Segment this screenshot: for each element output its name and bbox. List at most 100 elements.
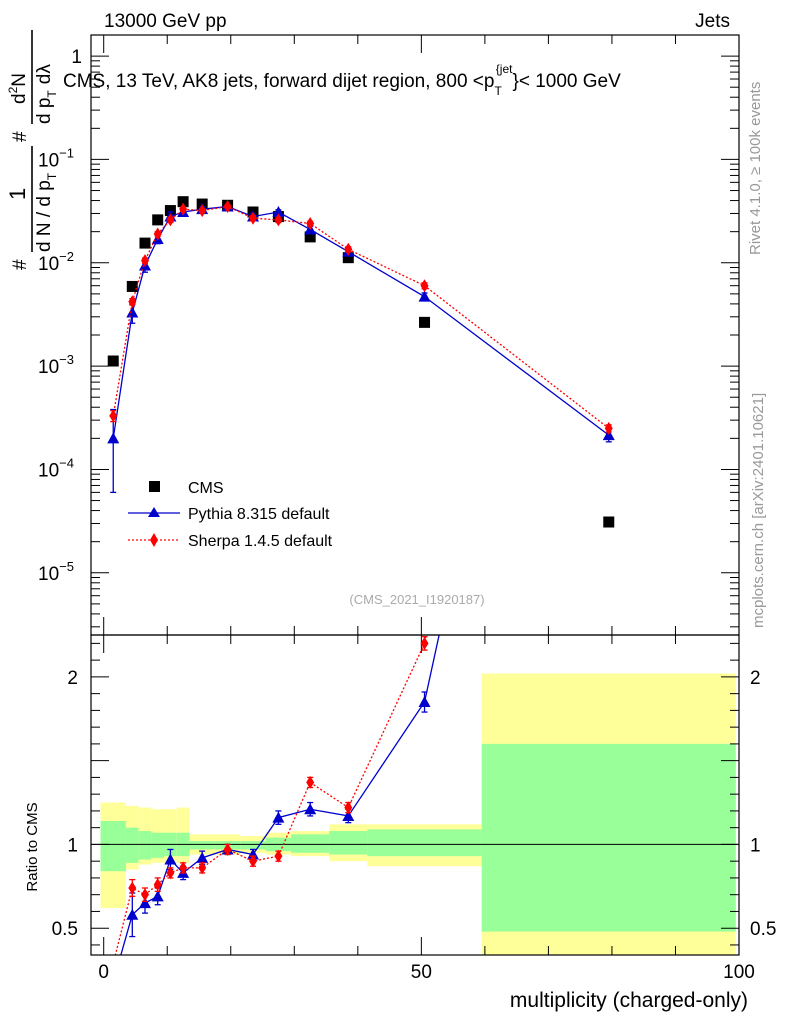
main-ytick-label-3: 10−3 [38, 352, 74, 378]
legend-pythia-marker [148, 507, 160, 517]
chart-title: CMS, 13 TeV, AK8 jets, forward dijet reg… [63, 62, 621, 98]
ratio-ytick-label-left-1: 1 [67, 835, 78, 856]
main-series-2-point-3 [153, 227, 162, 241]
ratio-series-1-point-7 [223, 842, 232, 856]
ylabel-dpT: d p [34, 98, 55, 124]
ratio-series-1-point-11 [344, 801, 353, 815]
main-ytick-label-4: 10−4 [38, 455, 74, 481]
side-label-mcplots: mcplots.cern.ch [arXiv:2401.10621] [750, 393, 767, 628]
chart-title-pre: CMS, 13 TeV, AK8 jets, forward dijet reg… [63, 71, 494, 92]
main-ytick-label-0: 1 [71, 47, 82, 68]
main-series-2-point-10 [306, 216, 315, 230]
ratio-series-1-point-1 [128, 881, 137, 895]
main-ytick-base: 10 [38, 460, 59, 481]
chart-title-post: }< 1000 GeV [512, 71, 621, 92]
ratio-ylabel: Ratio to CMS [24, 802, 41, 891]
main-series-2-point-12 [420, 279, 429, 293]
analysis-id: (CMS_2021_I1920187) [349, 592, 484, 607]
ratio-ytick-label-left-2: 2 [67, 668, 78, 689]
main-ytick-label-1: 10−1 [38, 145, 74, 171]
main-series-0-group [107, 196, 615, 528]
band-green-8 [240, 841, 266, 850]
band-green-6 [189, 841, 215, 850]
ratio-series-0-point-9 [272, 811, 285, 823]
ratio-uncertainty-bands [100, 673, 736, 955]
xtick-label-0: 0 [98, 962, 109, 983]
side-label-rivet: Rivet 4.1.0, ≥ 100k events [747, 82, 764, 255]
ratio-series-1-point-10 [306, 775, 315, 789]
main-series-1-point-0 [107, 432, 120, 444]
main-series-0-point-10 [304, 231, 316, 243]
legend-cms-marker [149, 481, 160, 492]
main-ytick-base: 1 [71, 47, 82, 68]
legend-sherpa-label: Sherpa 1.4.5 default [188, 533, 333, 550]
ratio-series-0-point-6 [196, 851, 209, 863]
main-series-0-point-3 [152, 214, 164, 226]
ylabel-denominator: d N / d pT [34, 172, 59, 252]
chart-title-sub: T [494, 84, 502, 98]
legend: CMS Pythia 8.315 default Sherpa 1.4.5 de… [128, 480, 333, 550]
main-series-1-line [112, 205, 610, 439]
main-series-1-point-12 [418, 290, 431, 302]
main-series-1-point-1 [126, 306, 139, 318]
band-green-12 [367, 829, 482, 857]
ratio-series-1-point-5 [179, 861, 188, 875]
main-ytick-exp: −3 [59, 352, 74, 367]
band-green-2 [138, 831, 152, 860]
main-series-0-point-2 [139, 237, 151, 249]
ylabel-hash-2: # [10, 131, 31, 142]
main-ytick-base: 10 [38, 254, 59, 275]
xtick-label-2: 100 [723, 962, 755, 983]
ratio-series-1-group [109, 635, 429, 970]
main-series-2-point-1 [128, 295, 137, 309]
main-series-0-point-0 [107, 355, 119, 367]
ratio-ytick-label-right-0: 0.5 [750, 919, 776, 940]
header-right: Jets [695, 11, 730, 32]
axes-layer: 110−110−210−310−410−50.5 0.51 12 20 50 100 [38, 35, 776, 983]
main-series-2-point-8 [249, 211, 257, 225]
band-green-11 [329, 831, 368, 855]
x-axis-label: multiplicity (charged-only) [510, 989, 748, 1012]
main-series-2-point-6 [198, 204, 207, 218]
main-series-2-point-0 [109, 409, 118, 423]
ratio-ytick-label-right-2: 2 [750, 668, 761, 689]
main-series-0-point-11 [342, 252, 354, 264]
ratio-ytick-label-right-1: 1 [750, 835, 761, 856]
ratio-series-0-point-4 [164, 853, 177, 865]
main-ytick-label-5: 10−5 [38, 559, 74, 585]
band-green-13 [481, 743, 736, 932]
ylabel-T-2: T [45, 90, 59, 98]
main-ytick-exp: −2 [59, 249, 74, 264]
ratio-series-1-point-3 [153, 878, 162, 892]
legend-sherpa-marker [150, 533, 158, 547]
main-ylabel: # 1 d N / d pT # d2N d pTdλ [5, 30, 59, 270]
ratio-frame [90, 634, 740, 956]
main-series-2-point-11 [344, 242, 353, 256]
ylabel-dN: d N / d p [34, 180, 55, 252]
main-series-0-point-12 [419, 316, 431, 328]
main-series-2-point-7 [223, 200, 232, 214]
ratio-series-1-point-12 [420, 636, 429, 650]
ratio-series-0-point-3 [151, 890, 164, 902]
main-series-1-point-9 [272, 205, 285, 217]
ratio-series-1-point-0 [109, 957, 117, 970]
band-green-10 [291, 834, 330, 853]
legend-cms-label: CMS [188, 480, 224, 497]
ratio-series-0-point-2 [139, 897, 151, 909]
band-green-0 [100, 820, 126, 872]
ylabel-dlambda: dλ [34, 64, 55, 85]
ylabel-denominator-2: d pTdλ [34, 64, 59, 124]
main-series-0-point-5 [177, 196, 189, 208]
main-series-2-point-13 [604, 421, 613, 435]
series-layer [107, 196, 615, 970]
ratio-series-1-line [114, 635, 427, 955]
ratio-series-1-point-8 [249, 854, 257, 868]
main-ytick-exp: −1 [59, 145, 74, 160]
main-series-2-point-9 [274, 213, 283, 227]
band-green-3 [151, 832, 165, 858]
ratio-series-0-point-10 [304, 803, 317, 815]
xtick-label-1: 50 [411, 962, 432, 983]
ratio-ytick-label-left-0: 0.5 [52, 919, 78, 940]
ratio-series-1-point-9 [274, 849, 283, 863]
